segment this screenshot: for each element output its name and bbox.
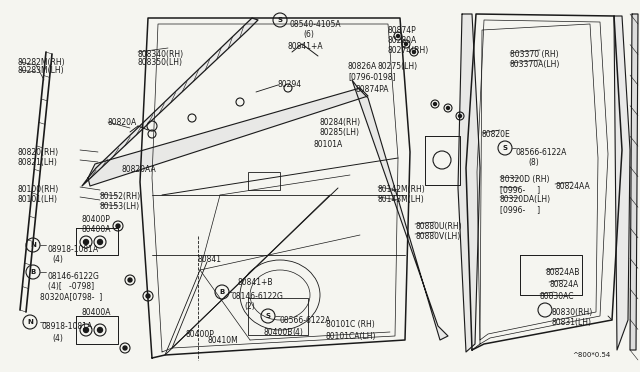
Text: 80824AA: 80824AA <box>555 182 589 191</box>
Text: N: N <box>27 319 33 325</box>
Text: 80153(LH): 80153(LH) <box>100 202 140 211</box>
Text: B: B <box>220 289 225 295</box>
Text: 80284(RH): 80284(RH) <box>320 118 361 127</box>
Text: 80101CA(LH): 80101CA(LH) <box>326 332 376 341</box>
Text: 80400P: 80400P <box>82 215 111 224</box>
Text: S: S <box>266 313 271 319</box>
Text: 80880U(RH): 80880U(RH) <box>415 222 461 231</box>
Circle shape <box>116 224 120 228</box>
Text: 80874P: 80874P <box>388 26 417 35</box>
Text: 80841: 80841 <box>198 255 222 264</box>
Text: 80820E: 80820E <box>482 130 511 139</box>
Polygon shape <box>82 18 258 186</box>
Text: S: S <box>278 17 282 23</box>
Text: 80874PA: 80874PA <box>355 85 388 94</box>
Text: 80410M: 80410M <box>208 336 239 345</box>
Text: 80400B: 80400B <box>264 328 293 337</box>
Text: (6): (6) <box>303 30 314 39</box>
Text: 80400A: 80400A <box>82 225 111 234</box>
Text: 80820(RH): 80820(RH) <box>18 148 59 157</box>
Text: 80320DA(LH): 80320DA(LH) <box>500 195 551 204</box>
Text: 08566-6122A: 08566-6122A <box>516 148 568 157</box>
Text: 80841+B: 80841+B <box>238 278 273 287</box>
Text: 808340(RH): 808340(RH) <box>138 50 184 59</box>
Text: 80101C (RH): 80101C (RH) <box>326 320 375 329</box>
Bar <box>248 172 280 190</box>
Text: 08540-4105A: 08540-4105A <box>290 20 342 29</box>
Circle shape <box>83 240 88 244</box>
Text: 80824A: 80824A <box>549 280 579 289</box>
Circle shape <box>123 346 127 350</box>
Polygon shape <box>614 16 630 350</box>
Text: 80152(RH): 80152(RH) <box>100 192 141 201</box>
Text: 08146-6122G: 08146-6122G <box>232 292 284 301</box>
Circle shape <box>128 278 132 282</box>
Text: 80831(LH): 80831(LH) <box>551 318 591 327</box>
Text: 08918-1081A: 08918-1081A <box>48 245 99 254</box>
Text: 80282M(RH): 80282M(RH) <box>18 58 66 67</box>
Text: 80880V(LH): 80880V(LH) <box>415 232 460 241</box>
Text: 80283M(LH): 80283M(LH) <box>18 66 65 75</box>
Text: (4): (4) <box>292 328 303 337</box>
Circle shape <box>404 42 408 45</box>
Circle shape <box>397 35 399 38</box>
Circle shape <box>97 240 102 244</box>
Circle shape <box>458 115 461 118</box>
Text: (4)[   -0798]: (4)[ -0798] <box>48 282 94 291</box>
Text: 80820A: 80820A <box>108 118 137 127</box>
Text: 80142M(RH): 80142M(RH) <box>378 185 426 194</box>
Text: 803370A(LH): 803370A(LH) <box>510 60 561 69</box>
Polygon shape <box>458 14 480 352</box>
Text: 80294: 80294 <box>278 80 302 89</box>
Circle shape <box>413 51 415 54</box>
Text: 08918-1081A: 08918-1081A <box>42 322 93 331</box>
Text: 80830AC: 80830AC <box>540 292 575 301</box>
Text: N: N <box>30 242 36 248</box>
Text: 803370 (RH): 803370 (RH) <box>510 50 559 59</box>
Text: (2): (2) <box>244 302 255 311</box>
Circle shape <box>97 327 102 333</box>
Text: (8): (8) <box>528 158 539 167</box>
Text: 80274(RH): 80274(RH) <box>388 46 429 55</box>
Text: 80320A[0798-  ]: 80320A[0798- ] <box>40 292 102 301</box>
Text: B: B <box>30 269 36 275</box>
Text: [0796-0198]: [0796-0198] <box>348 72 396 81</box>
Text: 80820AA: 80820AA <box>122 165 157 174</box>
Polygon shape <box>352 80 448 340</box>
Text: 80320D (RH): 80320D (RH) <box>500 175 550 184</box>
Text: 08566-6122A: 08566-6122A <box>280 316 332 325</box>
Text: 80821(LH): 80821(LH) <box>18 158 58 167</box>
Text: 80275(LH): 80275(LH) <box>378 62 418 71</box>
Text: (4): (4) <box>52 334 63 343</box>
Text: (4): (4) <box>52 255 63 264</box>
Circle shape <box>83 327 88 333</box>
Text: 80400P: 80400P <box>186 330 215 339</box>
Polygon shape <box>630 14 638 350</box>
Polygon shape <box>88 88 368 186</box>
Text: 80101A: 80101A <box>314 140 343 149</box>
Text: 80830(RH): 80830(RH) <box>551 308 592 317</box>
Text: 80100(RH): 80100(RH) <box>18 185 60 194</box>
Text: 80824AB: 80824AB <box>546 268 580 277</box>
Circle shape <box>146 294 150 298</box>
Text: 80143M(LH): 80143M(LH) <box>378 195 425 204</box>
Text: S: S <box>502 145 508 151</box>
Text: 808350(LH): 808350(LH) <box>138 58 183 67</box>
Text: 80285(LH): 80285(LH) <box>320 128 360 137</box>
Text: 08146-6122G: 08146-6122G <box>48 272 100 281</box>
Text: 80101(LH): 80101(LH) <box>18 195 58 204</box>
Circle shape <box>433 103 436 106</box>
Text: [0996-     ]: [0996- ] <box>500 205 540 214</box>
Text: ^800*0.54: ^800*0.54 <box>572 352 611 358</box>
Circle shape <box>447 106 449 109</box>
Text: 80826A: 80826A <box>348 62 377 71</box>
Text: 80400A: 80400A <box>82 308 111 317</box>
Text: 80841+A: 80841+A <box>288 42 324 51</box>
Text: 80280A: 80280A <box>388 36 417 45</box>
Text: [0996-     ]: [0996- ] <box>500 185 540 194</box>
